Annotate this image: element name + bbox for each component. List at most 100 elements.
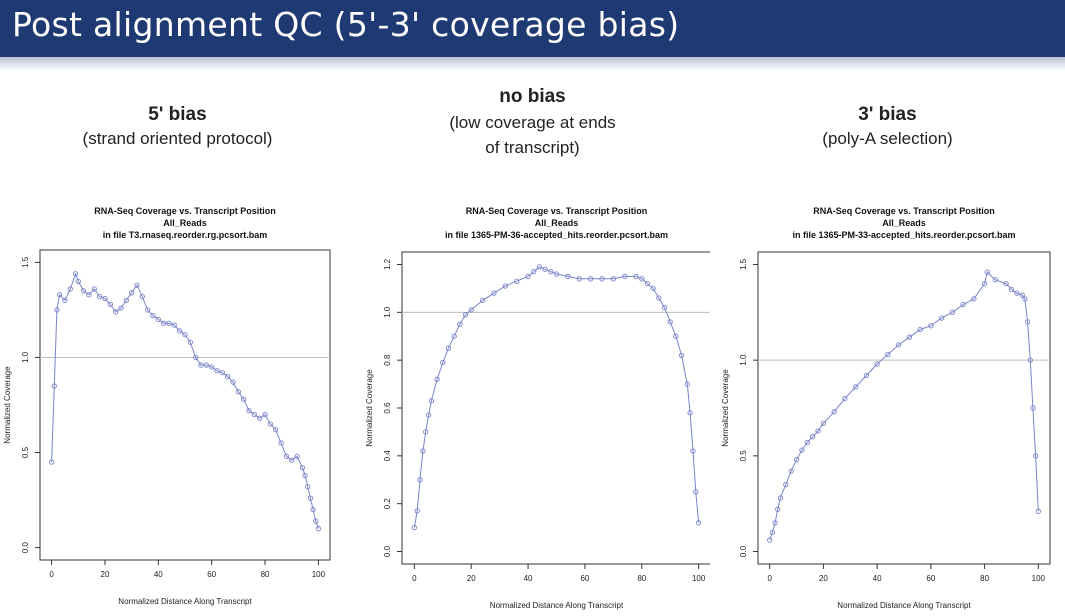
coverage-point	[302, 472, 308, 478]
chart-subtitle: All_Reads	[535, 218, 579, 228]
coverage-point	[289, 457, 295, 463]
coverage-line	[413, 266, 700, 528]
y-axis-label: Normalized Coverage	[3, 366, 12, 444]
coverage-point	[225, 373, 231, 380]
coverage-point	[1008, 286, 1015, 293]
coverage-point	[678, 352, 685, 359]
coverage-point	[56, 292, 63, 298]
coverage-point	[118, 305, 124, 311]
chart-title: RNA-Seq Coverage vs. Transcript Position	[813, 206, 995, 216]
coverage-point	[863, 372, 870, 379]
coverage-point	[434, 376, 440, 382]
coverage-point	[267, 421, 274, 427]
coverage-point	[542, 266, 548, 272]
coverage-point	[139, 293, 145, 300]
coverage-point	[769, 529, 776, 536]
coverage-point	[230, 379, 236, 385]
panel-heading: 5' bias	[148, 104, 207, 125]
coverage-point	[451, 333, 457, 339]
coverage-point	[984, 269, 990, 275]
coverage-point	[445, 345, 452, 351]
coverage-point	[548, 269, 554, 275]
panel-heading: no bias	[499, 86, 566, 107]
coverage-chart-no-bias: RNA-Seq Coverage vs. Transcript Position…	[365, 206, 710, 610]
coverage-point	[54, 307, 60, 313]
x-axis-label: Normalized Distance Along Transcript	[490, 601, 624, 610]
panel-5-prime-bias: 5' bias (strand oriented protocol) RNA-S…	[0, 72, 355, 616]
coverage-point	[251, 411, 258, 418]
coverage-point	[895, 342, 902, 348]
y-tick-label: 0.0	[21, 541, 30, 553]
coverage-point	[257, 415, 263, 421]
x-tick-label: 100	[1032, 574, 1046, 583]
panel-caption-line: (low coverage at ends	[449, 113, 616, 132]
coverage-point	[177, 328, 183, 334]
coverage-point	[198, 362, 204, 368]
plot-frame	[757, 251, 1051, 565]
coverage-point	[525, 273, 531, 280]
y-axis-label: Normalized Coverage	[365, 369, 374, 447]
coverage-point	[123, 297, 129, 304]
y-tick-label: 1.5	[21, 256, 30, 268]
coverage-point	[1024, 319, 1031, 325]
panel-caption-line: (poly-A selection)	[822, 129, 953, 148]
x-tick-label: 100	[692, 574, 706, 583]
coverage-point	[917, 326, 923, 333]
coverage-point	[86, 292, 92, 298]
coverage-point	[874, 361, 880, 367]
coverage-point	[315, 525, 322, 532]
coverage-point	[420, 448, 426, 454]
coverage-point	[514, 278, 520, 284]
coverage-point	[102, 295, 108, 302]
panel-caption-line: (strand oriented protocol)	[82, 129, 273, 148]
coverage-point	[502, 283, 508, 289]
coverage-chart-3-prime: RNA-Seq Coverage vs. Transcript Position…	[721, 206, 1051, 610]
panel-caption-line: of transcript)	[485, 138, 580, 157]
coverage-point	[305, 484, 311, 490]
slide-title: Post alignment QC (5'-3' coverage bias)	[12, 5, 680, 44]
y-tick-label: 0.0	[383, 545, 392, 557]
coverage-point	[462, 312, 469, 318]
coverage-point	[667, 319, 673, 325]
header-shadow	[0, 57, 1065, 71]
coverage-point	[690, 448, 696, 454]
coverage-point	[684, 381, 690, 387]
coverage-point	[576, 276, 582, 282]
x-tick-label: 80	[261, 570, 270, 579]
coverage-point	[842, 395, 848, 402]
x-tick-label: 80	[637, 574, 646, 583]
y-tick-label: 0.0	[739, 545, 748, 557]
coverage-point	[457, 321, 463, 327]
coverage-point	[62, 297, 68, 304]
x-tick-label: 60	[580, 574, 589, 583]
coverage-point	[793, 457, 800, 463]
y-tick-label: 1.0	[21, 351, 30, 363]
coverage-point	[949, 309, 956, 315]
coverage-point	[1022, 296, 1028, 302]
coverage-point	[491, 290, 497, 296]
coverage-point	[650, 285, 656, 292]
coverage-point	[1032, 453, 1039, 459]
coverage-point	[804, 439, 810, 446]
x-tick-label: 40	[524, 574, 533, 583]
coverage-point	[928, 323, 934, 329]
coverage-point	[815, 428, 821, 434]
coverage-point	[417, 477, 423, 483]
coverage-point	[193, 354, 199, 361]
coverage-chart-5-prime: RNA-Seq Coverage vs. Transcript Position…	[3, 206, 331, 606]
coverage-point	[820, 420, 827, 426]
coverage-point	[633, 273, 639, 280]
coverage-point	[1027, 357, 1033, 363]
coverage-point	[777, 495, 784, 501]
coverage-point	[150, 312, 156, 319]
coverage-line	[769, 271, 1039, 541]
coverage-point	[307, 495, 314, 501]
coverage-point	[960, 302, 966, 308]
coverage-point	[241, 396, 247, 402]
coverage-point	[96, 293, 103, 300]
coverage-point	[981, 280, 988, 287]
coverage-point	[423, 429, 429, 435]
chart-file-label: in file 1365-PM-33-accepted_hits.reorder…	[792, 230, 1015, 240]
coverage-point	[687, 410, 693, 416]
coverage-point	[48, 459, 55, 465]
